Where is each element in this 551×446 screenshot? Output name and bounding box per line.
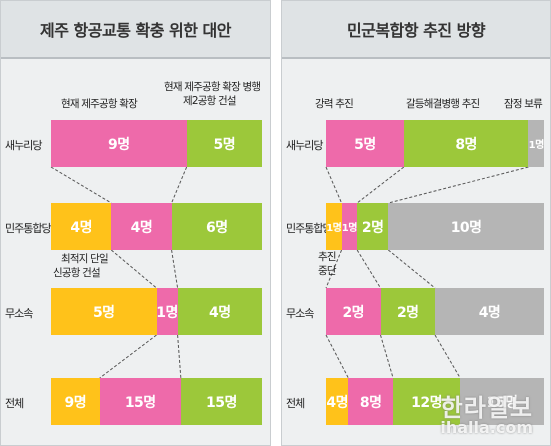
newspaper-watermark: 한라일보 ihalla.com [440, 396, 533, 436]
bar-segment-left-r2-s1: 1명 [156, 288, 178, 335]
connector-line [171, 249, 179, 289]
connector-line [110, 249, 157, 289]
legend-label-yellow-left-1: 최적지 단일 [61, 253, 109, 265]
row-label-right-1: 민주통합당 [286, 221, 333, 235]
legend-label-green-right: 갈등해결병행 추진 [406, 98, 480, 110]
bar-segment-left-r3-s0: 9명 [51, 378, 100, 425]
bar-segment-right-r1-s3: 10명 [388, 203, 544, 250]
legend-label-pink-right: 강력 추진 [315, 98, 354, 110]
row-label-left-3: 전체 [5, 396, 24, 410]
connector-line [356, 166, 405, 204]
bar-segment-left-r0-s2: 5명 [186, 120, 262, 167]
connector-line [387, 249, 436, 289]
chart-title-left: 제주 항공교통 확충 위한 대안 [1, 1, 270, 59]
bar-segment-right-r3-s2: 12명 [393, 378, 461, 425]
chart-title-right: 민군복합항 추진 방향 [282, 1, 550, 59]
row-label-left-0: 새누리당 [5, 138, 42, 152]
legend-label-yellow-right-1: 추진 [318, 251, 337, 263]
bar-segment-right-r1-s0: 1명 [326, 203, 342, 250]
watermark-top: 한라일보 [440, 394, 533, 422]
bar-segment-left-r0-s1: 9명 [51, 120, 187, 167]
bar-segment-left-r1-s2: 6명 [171, 203, 262, 250]
connector-line [434, 334, 461, 379]
connector-line [177, 334, 182, 379]
connector-line [356, 249, 381, 289]
bar-segment-right-r3-s3: 15명 [460, 378, 544, 425]
row-label-left-1: 민주통합당 [5, 221, 52, 235]
bar-segment-right-r1-s2: 2명 [357, 203, 389, 250]
chart-panel-right: 민군복합항 추진 방향 강력 추진 갈등해결병행 추진 잠정 보류 추진 중단 … [281, 0, 551, 446]
bar-segment-right-r2-s1: 2명 [326, 288, 381, 335]
bar-segment-left-r1-s0: 4명 [51, 203, 112, 250]
connector-line [171, 166, 188, 204]
row-label-right-3: 전체 [286, 396, 305, 410]
legend-label-green-left-2: 제2공항 건설 [183, 95, 237, 107]
bar-segment-right-r3-s0: 4명 [326, 378, 349, 425]
bar-segment-left-r3-s2: 15명 [180, 378, 262, 425]
connector-line [380, 334, 394, 379]
row-label-right-0: 새누리당 [286, 138, 323, 152]
connector-line [388, 166, 529, 204]
bar-segment-left-r1-s1: 4명 [111, 203, 172, 250]
legend-label-pink-left: 현재 제주공항 확장 [61, 98, 138, 110]
connector-line [325, 166, 343, 204]
bar-segment-right-r2-s3: 4명 [435, 288, 544, 335]
watermark-bottom: ihalla.com [440, 418, 533, 437]
bar-segment-left-r3-s1: 15명 [99, 378, 181, 425]
legend-label-gray-right: 잠정 보류 [504, 98, 543, 110]
bar-segment-right-r0-s1: 5명 [326, 120, 404, 167]
connector-line [99, 334, 157, 379]
bar-segment-left-r2-s0: 5명 [51, 288, 157, 335]
bar-segment-right-r0-s3: 1명 [528, 120, 544, 167]
row-label-left-2: 무소속 [5, 306, 33, 320]
bar-segment-right-r0-s2: 8명 [403, 120, 529, 167]
legend-label-yellow-left-2: 신공항 건설 [53, 267, 101, 279]
legend-label-green-left-1: 현재 제주공항 확장 병행 [164, 81, 261, 93]
bar-segment-right-r1-s1: 1명 [341, 203, 358, 250]
chart-panel-left: 제주 항공교통 확충 위한 대안 현재 제주공항 확장 현재 제주공항 확장 병… [0, 0, 271, 446]
row-label-right-2: 무소속 [286, 306, 314, 320]
bar-segment-left-r2-s2: 4명 [177, 288, 262, 335]
connector-line [325, 334, 349, 379]
bar-segment-right-r2-s2: 2명 [380, 288, 435, 335]
connector-line [50, 166, 112, 204]
bar-segment-right-r3-s1: 8명 [348, 378, 394, 425]
legend-label-yellow-right-2: 중단 [318, 265, 337, 277]
